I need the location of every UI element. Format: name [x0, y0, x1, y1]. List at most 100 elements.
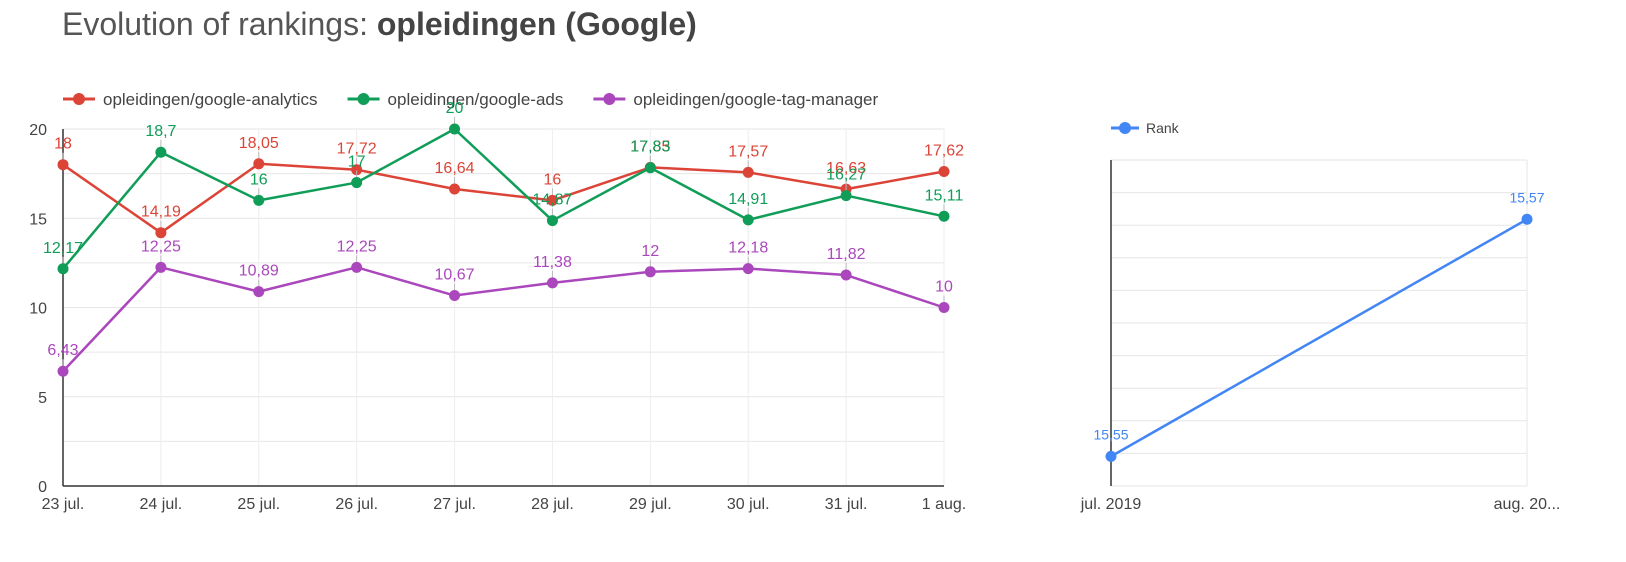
data-label: 17: [348, 154, 366, 171]
data-point: [1105, 450, 1117, 462]
x-tick-label: 23 jul.: [42, 496, 85, 513]
legend-marker: [1119, 122, 1131, 134]
data-label: 15,55: [1093, 426, 1128, 442]
legend-marker: [73, 93, 85, 105]
x-tick-label: jul. 2019: [1080, 496, 1142, 513]
legend-marker: [357, 93, 370, 105]
data-label: 17,72: [337, 141, 377, 158]
legend-marker: [603, 93, 616, 105]
data-label: 14,19: [141, 204, 181, 221]
data-label: 15,57: [1509, 189, 1544, 205]
data-point: [742, 214, 754, 226]
y-tick-label: 0: [38, 479, 47, 496]
y-tick-label: 15: [29, 211, 47, 228]
series-line: [62, 266, 945, 373]
data-label: 11,38: [533, 254, 572, 271]
data-point: [449, 183, 461, 195]
data-label: 10,89: [239, 263, 279, 280]
data-point: [57, 263, 69, 275]
series-line: [1110, 218, 1528, 458]
x-tick-label: 26 jul.: [335, 496, 378, 513]
title-keyword: opleidingen (Google): [376, 6, 697, 42]
chart-1: 0 5 10 15 20 23 jul. 24 jul. 25 jul. 26 jul. 27 j…: [29, 90, 966, 513]
data-label: 16,64: [435, 160, 475, 177]
x-tick-label: aug. 20...: [1494, 496, 1561, 513]
data-point: [644, 162, 656, 174]
x-tick-label: 30 jul.: [727, 496, 770, 513]
x-tick-label: 24 jul.: [140, 496, 183, 513]
data-point: [57, 159, 69, 171]
data-label: 12,25: [141, 238, 181, 255]
data-point: [253, 158, 265, 170]
data-point: [546, 194, 558, 206]
data-label: 20: [446, 100, 464, 117]
series-opleidingen-google-tag-manager: 6,43 12,25 10,89 12,25 10,67 11,38 12 12,18 11,8…: [47, 238, 953, 377]
data-point: [155, 146, 167, 158]
data-label: 12: [641, 243, 659, 260]
data-point: [253, 194, 265, 206]
data-label: 10,67: [435, 267, 475, 284]
data-point: [644, 266, 656, 278]
data-point: [449, 123, 461, 135]
data-point: [840, 190, 852, 202]
legend-label: opleidingen/google-ads: [388, 90, 564, 109]
data-point: [253, 286, 265, 298]
data-point: [546, 215, 558, 227]
data-point: [351, 261, 363, 273]
data-label: 16: [250, 171, 268, 188]
x-tick-label: 28 jul.: [531, 496, 574, 513]
data-label: 10: [935, 279, 953, 296]
legend-item: opleidingen/google-ads: [347, 90, 564, 109]
data-label: 12,18: [728, 240, 768, 257]
data-point: [449, 290, 461, 302]
data-label: 16: [544, 171, 562, 188]
legend-label: opleidingen/google-analytics: [103, 90, 318, 109]
legend-item: opleidingen/google-tag-manager: [593, 90, 878, 109]
y-tick-label: 20: [29, 122, 47, 139]
data-label: 17,85: [630, 138, 670, 155]
data-point: [351, 164, 363, 176]
series-rank: 15,55 15,57: [1093, 189, 1545, 462]
y-tick-label: 5: [38, 390, 47, 407]
x-tick-label: 29 jul.: [629, 496, 672, 513]
data-label: 15,11: [925, 187, 964, 204]
data-label: 17,83: [630, 139, 670, 156]
data-point: [742, 263, 754, 275]
data-label: 18,7: [145, 123, 176, 140]
data-label: 16,27: [826, 167, 866, 184]
data-label: 18: [54, 136, 72, 153]
legend-item: Rank: [1111, 120, 1180, 136]
legend-label: opleidingen/google-tag-manager: [633, 90, 878, 109]
data-label: 17,62: [924, 142, 964, 159]
data-label: 14,87: [532, 192, 572, 209]
data-point: [57, 365, 69, 377]
series-line: [62, 162, 945, 234]
x-tick-label: 31 jul.: [825, 496, 868, 513]
legend-item: opleidingen/google-analytics: [63, 90, 318, 109]
data-point: [938, 302, 950, 313]
x-tick-label: 1 aug.: [922, 496, 966, 513]
x-tick-label: 25 jul.: [237, 496, 280, 513]
data-label: 18,05: [239, 135, 279, 152]
data-point: [742, 166, 754, 178]
data-label: 11,82: [827, 246, 866, 263]
chart-2: jul. 2019 aug. 20... Rank 15,55 15,57: [1080, 120, 1561, 513]
x-tick-label: 27 jul.: [433, 496, 476, 513]
title-prefix: Evolution of rankings:: [62, 6, 377, 42]
data-label: 12,17: [43, 240, 83, 257]
data-point: [155, 261, 167, 273]
data-label: 16,63: [826, 160, 866, 177]
data-point: [1521, 213, 1533, 225]
page-title: Evolution of rankings: opleidingen (Goog…: [62, 6, 697, 43]
data-label: 12,25: [337, 238, 377, 255]
data-point: [840, 269, 852, 281]
series-opleidingen-google-ads: 12,17 18,7 16 17 20 14,87 17,83 14,91 16,27 15,11: [43, 100, 964, 275]
data-label: 14,91: [728, 191, 768, 208]
series-line: [62, 127, 945, 270]
legend-label: Rank: [1146, 120, 1180, 136]
data-point: [938, 210, 950, 222]
data-point: [351, 177, 363, 189]
data-point: [546, 277, 558, 289]
data-label: 6,43: [47, 342, 78, 359]
